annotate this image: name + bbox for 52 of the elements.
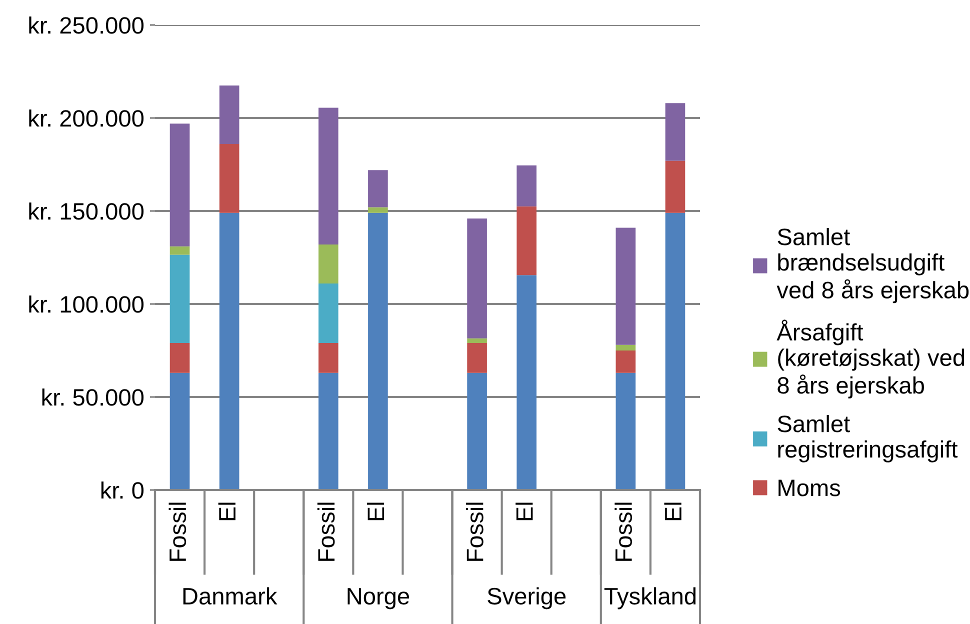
text: Danmark	[183, 587, 278, 605]
bar	[467, 372, 487, 490]
x-tick-label: El	[516, 502, 533, 520]
bar	[170, 246, 190, 255]
x-tick-label: El	[664, 502, 682, 520]
bar	[318, 284, 338, 344]
legend-label: Moms	[778, 480, 840, 496]
x-tick-label: Fossil	[317, 502, 335, 561]
y-tick-label: kr. 0	[101, 481, 144, 499]
bar	[665, 103, 686, 161]
text: Norge	[348, 588, 410, 610]
bar	[516, 275, 536, 490]
bar	[616, 228, 636, 345]
bar	[318, 372, 338, 490]
text: Sverige	[488, 587, 566, 610]
x-tick-label: Fossil	[168, 502, 186, 561]
y-tick-label: kr. 200.000	[29, 109, 144, 127]
y-tick-label: kr. 250.000	[29, 16, 144, 34]
x-tick-label: Fossil	[466, 502, 484, 561]
bar	[467, 343, 487, 373]
bar	[467, 218, 487, 338]
bar	[219, 212, 240, 490]
bar	[368, 207, 388, 213]
bar	[368, 170, 388, 208]
x-tick-label: Fossil	[614, 502, 632, 561]
y-tick-label: kr. 150.000	[29, 202, 144, 220]
bar	[170, 343, 190, 373]
legend-label: Årsafgift (køretøjsskat) ved 8 års ejerskab	[776, 320, 964, 398]
bar	[318, 244, 338, 284]
y-tick-label: kr. 100.000	[29, 295, 144, 313]
bar	[516, 206, 536, 276]
bar	[616, 344, 636, 350]
text: Tyskland	[604, 587, 696, 610]
y-tick-label: kr. 50.000	[42, 388, 144, 406]
bar	[219, 144, 240, 213]
legend-label: Samlet brændselsudgift ved 8 års ejerskab	[776, 228, 969, 304]
bar	[516, 165, 536, 206]
bar	[170, 124, 190, 246]
bar	[467, 338, 487, 344]
x-tick-label: El	[366, 502, 384, 520]
bar	[665, 160, 686, 213]
bar	[318, 108, 338, 244]
bar	[368, 212, 388, 490]
bar	[616, 350, 636, 373]
bar	[219, 85, 240, 144]
legend-label: Samlet registreringsafgift	[778, 414, 958, 462]
bar	[616, 372, 636, 490]
bar	[170, 254, 190, 344]
bar	[170, 372, 190, 490]
bar	[665, 212, 686, 490]
bar	[318, 343, 338, 373]
x-tick-label: El	[218, 502, 236, 520]
